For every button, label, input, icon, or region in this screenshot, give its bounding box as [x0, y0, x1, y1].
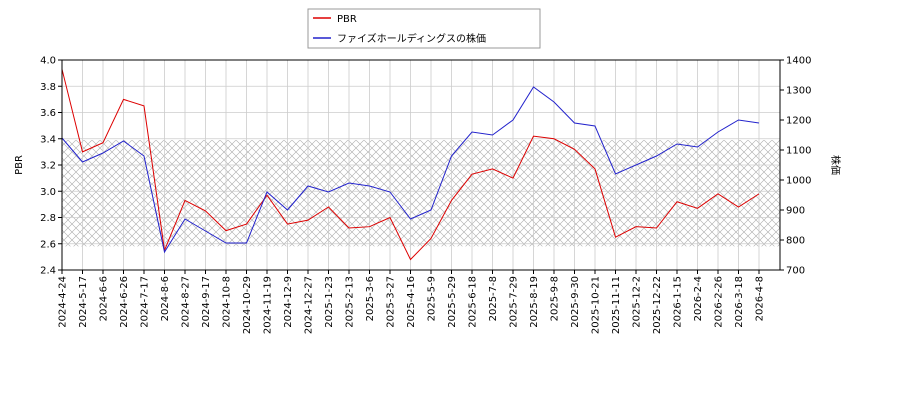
x-tick-label: 2024-12-27 — [304, 276, 315, 334]
y2-tick-label: 700 — [786, 266, 805, 277]
y-tick-label: 3.6 — [40, 108, 56, 119]
y2-axis-label: 株価 — [829, 155, 842, 175]
x-tick-label: 2024-10-29 — [242, 276, 253, 334]
x-tick-label: 2026-3-18 — [734, 276, 745, 328]
x-tick-label: 2026-2-4 — [693, 276, 704, 321]
legend-label: PBR — [337, 14, 357, 25]
y-tick-label: 3.2 — [40, 161, 56, 172]
y2-tick-label: 1100 — [786, 146, 811, 157]
y-tick-label: 3.8 — [40, 82, 56, 93]
x-tick-label: 2025-3-27 — [386, 276, 397, 328]
x-tick-label: 2025-7-8 — [488, 276, 499, 321]
x-tick-label: 2024-12-9 — [283, 276, 294, 328]
x-tick-label: 2025-4-16 — [406, 276, 417, 328]
y2-tick-label: 1200 — [786, 116, 811, 127]
x-tick-label: 2024-4-24 — [58, 276, 69, 328]
x-tick-label: 2025-9-30 — [570, 276, 581, 328]
y-tick-label: 3.4 — [40, 134, 56, 145]
x-tick-label: 2025-11-11 — [611, 276, 622, 334]
x-tick-label: 2024-10-8 — [222, 276, 233, 328]
x-tick-label: 2026-1-15 — [673, 276, 684, 328]
legend-box — [307, 8, 541, 49]
plot-border — [61, 59, 781, 271]
y-tick-label: 2.4 — [40, 266, 56, 277]
x-tick-label: 2025-5-9 — [427, 276, 438, 321]
x-tick-label: 2024-6-6 — [99, 276, 110, 321]
y-tick-label: 3.0 — [40, 187, 56, 198]
x-tick-label: 2024-9-17 — [201, 276, 212, 328]
series-line — [61, 86, 760, 254]
x-tick-label: 2026-4-8 — [755, 276, 766, 321]
x-tick-label: 2025-5-29 — [447, 276, 458, 328]
x-tick-label: 2025-7-29 — [509, 276, 520, 328]
x-tick-label: 2025-12-2 — [632, 276, 643, 328]
x-tick-label: 2025-10-21 — [591, 276, 602, 334]
y2-tick-label: 900 — [786, 206, 805, 217]
y2-tick-label: 1000 — [786, 176, 811, 187]
y-tick-label: 4.0 — [40, 56, 56, 67]
x-tick-label: 2025-1-23 — [324, 276, 335, 328]
series-line — [61, 69, 760, 261]
x-tick-label: 2025-6-18 — [468, 276, 479, 328]
x-tick-label: 2024-6-26 — [119, 276, 130, 328]
x-tick-label: 2025-9-8 — [550, 276, 561, 321]
x-tick-label: 2025-12-22 — [652, 276, 663, 334]
x-tick-label: 2024-5-17 — [78, 276, 89, 328]
y-tick-label: 2.6 — [40, 239, 56, 250]
legend-label: ファイズホールディングスの株価 — [337, 32, 486, 45]
x-tick-label: 2024-11-19 — [263, 276, 274, 334]
x-tick-label: 2025-3-6 — [365, 276, 376, 321]
hatch-band — [62, 140, 780, 247]
y2-tick-label: 800 — [786, 236, 805, 247]
x-tick-label: 2024-7-17 — [140, 276, 151, 328]
y-axis-label: PBR — [14, 155, 25, 175]
x-tick-label: 2024-8-27 — [181, 276, 192, 328]
x-tick-label: 2025-2-13 — [345, 276, 356, 328]
x-tick-label: 2024-8-6 — [160, 276, 171, 321]
x-tick-label: 2025-8-19 — [529, 276, 540, 328]
y2-tick-label: 1400 — [786, 56, 811, 67]
x-tick-label: 2026-2-26 — [714, 276, 725, 328]
y2-tick-label: 1300 — [786, 86, 811, 97]
y-tick-label: 2.8 — [40, 213, 56, 224]
